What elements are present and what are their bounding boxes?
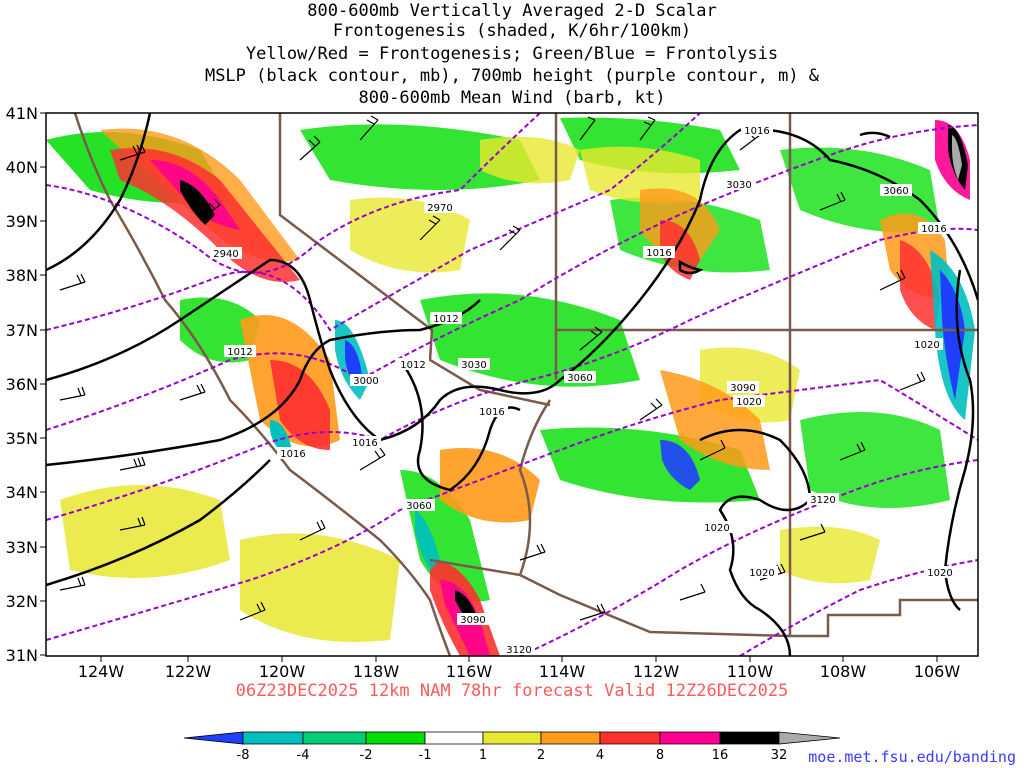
colorbar-label: 4	[596, 748, 604, 763]
lat-label: 31N	[6, 646, 38, 665]
colorbar-swatch	[365, 731, 426, 745]
lon-label: 106W	[914, 662, 961, 681]
lon-labels: 124W 122W 120W 118W 116W 114W 112W 110W …	[78, 662, 961, 681]
lon-label: 118W	[353, 662, 400, 681]
lat-label: 32N	[6, 592, 38, 611]
title-line-3: Yellow/Red = Frontogenesis; Green/Blue =…	[245, 44, 779, 64]
colorbar-swatch	[599, 731, 661, 745]
height-label: 3030	[726, 180, 751, 191]
title-line-4: MSLP (black contour, mb), 700mb height (…	[204, 66, 820, 86]
colorbar-swatch	[482, 731, 542, 745]
colorbar-label: 8	[656, 748, 664, 763]
colorbar-labels: -8 -4 -2 -1 1 2 4 8 16 32	[237, 748, 788, 763]
colorbar-label: -1	[419, 748, 432, 763]
title-line-2: Frontogenesis (shaded, K/6hr/100km)	[332, 21, 692, 41]
colorbar-swatch	[183, 731, 244, 745]
lon-label: 112W	[633, 662, 680, 681]
mslp-label: 1016	[280, 449, 305, 460]
mslp-label: 1020	[704, 523, 729, 534]
mslp-label: 1020	[927, 568, 952, 579]
mslp-label: 1012	[400, 360, 425, 371]
height-label: 3060	[567, 373, 592, 384]
colorbar-swatch	[242, 731, 304, 745]
forecast-validity: 06Z23DEC2025 12km NAM 78hr forecast Vali…	[235, 681, 789, 701]
colorbar-label: -8	[237, 748, 250, 763]
lon-label: 110W	[727, 662, 774, 681]
colorbar-swatch	[659, 731, 721, 745]
mslp-label: 1016	[352, 438, 377, 449]
lat-label: 40N	[6, 158, 38, 177]
lat-label: 37N	[6, 321, 38, 340]
contour-labels: 1016 1016 1016 1016 1016 1016 1012 1012 …	[210, 124, 956, 656]
colorbar-swatch	[424, 731, 484, 745]
lat-label: 35N	[6, 429, 38, 448]
height-label: 3090	[730, 383, 755, 394]
lat-label: 38N	[6, 266, 38, 285]
colorbar-label: 1	[479, 748, 487, 763]
map-panel: 1016 1016 1016 1016 1016 1016 1012 1012 …	[46, 113, 978, 656]
state-borders	[278, 113, 978, 638]
colorbar-label: 16	[712, 748, 729, 763]
mslp-label: 1012	[433, 314, 458, 325]
mslp-label: 1012	[227, 347, 252, 358]
colorbar-swatch	[540, 731, 601, 745]
lat-label: 34N	[6, 483, 38, 502]
lon-label: 120W	[259, 662, 306, 681]
height-label: 2940	[213, 249, 238, 260]
colorbar-label: -2	[360, 748, 373, 763]
title-line-1: 800-600mb Vertically Averaged 2-D Scalar	[307, 1, 717, 21]
height-label: 2970	[427, 203, 452, 214]
title-line-5: 800-600mb Mean Wind (barb, kt)	[358, 88, 666, 108]
colorbar-label: 32	[771, 748, 788, 763]
colorbar-swatch	[778, 731, 841, 745]
height-label: 3000	[353, 376, 378, 387]
mslp-label: 1020	[914, 340, 939, 351]
mslp-label: 1020	[736, 397, 761, 408]
lon-label: 108W	[820, 662, 867, 681]
lon-label: 122W	[165, 662, 212, 681]
mslp-label: 1016	[479, 407, 504, 418]
colorbar-label: 2	[537, 748, 545, 763]
height-label: 3120	[506, 645, 531, 656]
lon-label: 116W	[446, 662, 493, 681]
colorbar-swatch	[302, 731, 367, 745]
mslp-label: 1016	[921, 224, 946, 235]
mslp-label: 1016	[646, 248, 671, 259]
colorbar-swatch	[719, 731, 780, 745]
colorbar-label: -4	[297, 748, 310, 763]
lon-label: 124W	[78, 662, 125, 681]
height-label: 3060	[883, 186, 908, 197]
mslp-label: 1020	[749, 568, 774, 579]
height-label: 3030	[461, 360, 486, 371]
lat-label: 33N	[6, 538, 38, 557]
credit-link[interactable]: moe.met.fsu.edu/banding	[808, 748, 1016, 766]
lat-label: 41N	[6, 104, 38, 123]
lat-label: 39N	[6, 212, 38, 231]
lat-label: 36N	[6, 375, 38, 394]
lon-ticks	[100, 656, 938, 662]
lat-labels: 41N 40N 39N 38N 37N 36N 35N 34N 33N 32N …	[6, 104, 38, 665]
height-label: 3060	[406, 501, 431, 512]
height-contours	[46, 113, 978, 656]
colorbar: -8 -4 -2 -1 1 2 4 8 16 32	[183, 731, 841, 763]
height-label: 3090	[460, 615, 485, 626]
mslp-label: 1016	[744, 126, 769, 137]
lon-label: 114W	[539, 662, 586, 681]
height-label: 3120	[810, 495, 835, 506]
colorbar-fills	[183, 731, 841, 745]
lat-ticks	[40, 112, 46, 656]
